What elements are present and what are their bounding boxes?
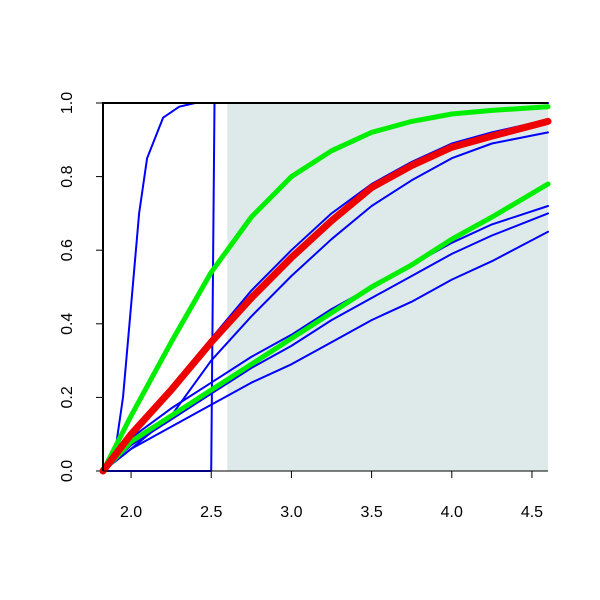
x-tick-label: 3.5 xyxy=(360,504,382,521)
curve xyxy=(100,104,551,474)
x-tick-label: 2.0 xyxy=(120,504,142,521)
x-tick-label: 4.0 xyxy=(441,504,463,521)
axis-box xyxy=(102,102,548,471)
y-tick-label: 0.0 xyxy=(59,460,76,482)
shaded-region xyxy=(227,103,548,471)
y-tick-label: 0.6 xyxy=(59,239,76,261)
x-tick-label: 2.5 xyxy=(200,504,222,521)
y-tick-label: 0.8 xyxy=(59,165,76,187)
curve xyxy=(102,205,549,472)
x-tick-label: 3.0 xyxy=(280,504,302,521)
x-tick-label: 4.5 xyxy=(521,504,543,521)
y-tick-label: 0.2 xyxy=(59,386,76,408)
curve xyxy=(102,212,549,472)
y-tick-label: 0.4 xyxy=(59,313,76,335)
y-tick-label: 1.0 xyxy=(59,92,76,114)
curve xyxy=(102,230,549,472)
curve xyxy=(99,117,552,475)
curve xyxy=(100,181,551,474)
